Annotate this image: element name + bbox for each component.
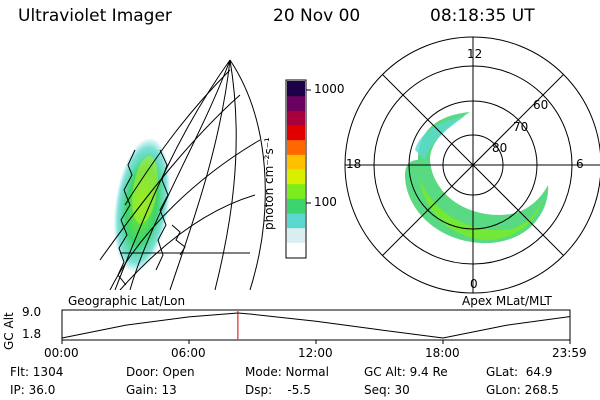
status-door: Door: Open [126,365,195,379]
colorbar-swatch [287,242,305,258]
colorbar-tick-100: 100 [314,195,337,209]
altitude-curve [61,312,570,339]
left-panel-caption: Geographic Lat/Lon [68,294,186,308]
colorbar-swatch [287,169,305,185]
status-seq: Seq: 30 [364,383,410,397]
mlt-label-0: 0 [470,277,478,291]
status-flt: Flt: 1304 [10,365,64,379]
colorbar [285,79,311,259]
status-gain: Gain: 13 [126,383,177,397]
mlt-label-6: 6 [576,157,584,171]
status-glon: GLon: 268.5 [486,383,559,397]
colorbar-swatch [287,227,305,243]
timeline-xtick-0000: 00:00 [44,346,79,360]
colorbar-swatch [287,154,305,170]
colorbar-swatch [287,125,305,141]
colorbar-swatch [287,110,305,126]
right-panel-caption: Apex MLat/MLT [462,294,552,308]
colorbar-swatch [287,95,305,111]
colorbar-swatch [287,198,305,214]
colorbar-swatch [287,81,305,97]
geo-aurora-core [132,156,158,224]
timeline-xtick-0600: 06:00 [171,346,206,360]
status-dsp: Dsp: -5.5 [245,383,311,397]
mlt-label-12: 12 [467,47,483,61]
mlt-label-18: 18 [346,157,362,171]
timeline-axis-title: GC Alt [2,312,16,350]
timeline-xtick-2359: 23:59 [552,346,587,360]
observation-time: 08:18:35 UT [430,6,535,26]
timeline-xtick-1200: 12:00 [298,346,333,360]
status-glat: GLat: 64.9 [486,365,553,379]
lat-label-80: 80 [492,141,508,155]
colorbar-unit-label: photon cm⁻²s⁻¹ [262,137,276,230]
altitude-timeline [61,309,571,344]
status-gc-alt: GC Alt: 9.4 Re [364,365,448,379]
colorbar-tick-1000: 1000 [314,82,345,96]
timeline-ytick-1-8: 1.8 [22,327,42,341]
lat-label-60: 60 [533,98,549,112]
polar-plot [344,36,600,294]
observation-date: 20 Nov 00 [273,6,361,26]
colorbar-swatch [287,139,305,155]
status-mode: Mode: Normal [245,365,329,379]
timeline-xtick-1800: 18:00 [425,346,460,360]
lat-label-70: 70 [513,120,529,134]
timeline-ytick-9: 9.0 [22,305,42,319]
geo-grid [99,59,266,290]
colorbar-swatch [287,213,305,229]
status-ip: IP: 36.0 [10,383,56,397]
colorbar-swatch [287,183,305,199]
instrument-title: Ultraviolet Imager [18,6,172,26]
